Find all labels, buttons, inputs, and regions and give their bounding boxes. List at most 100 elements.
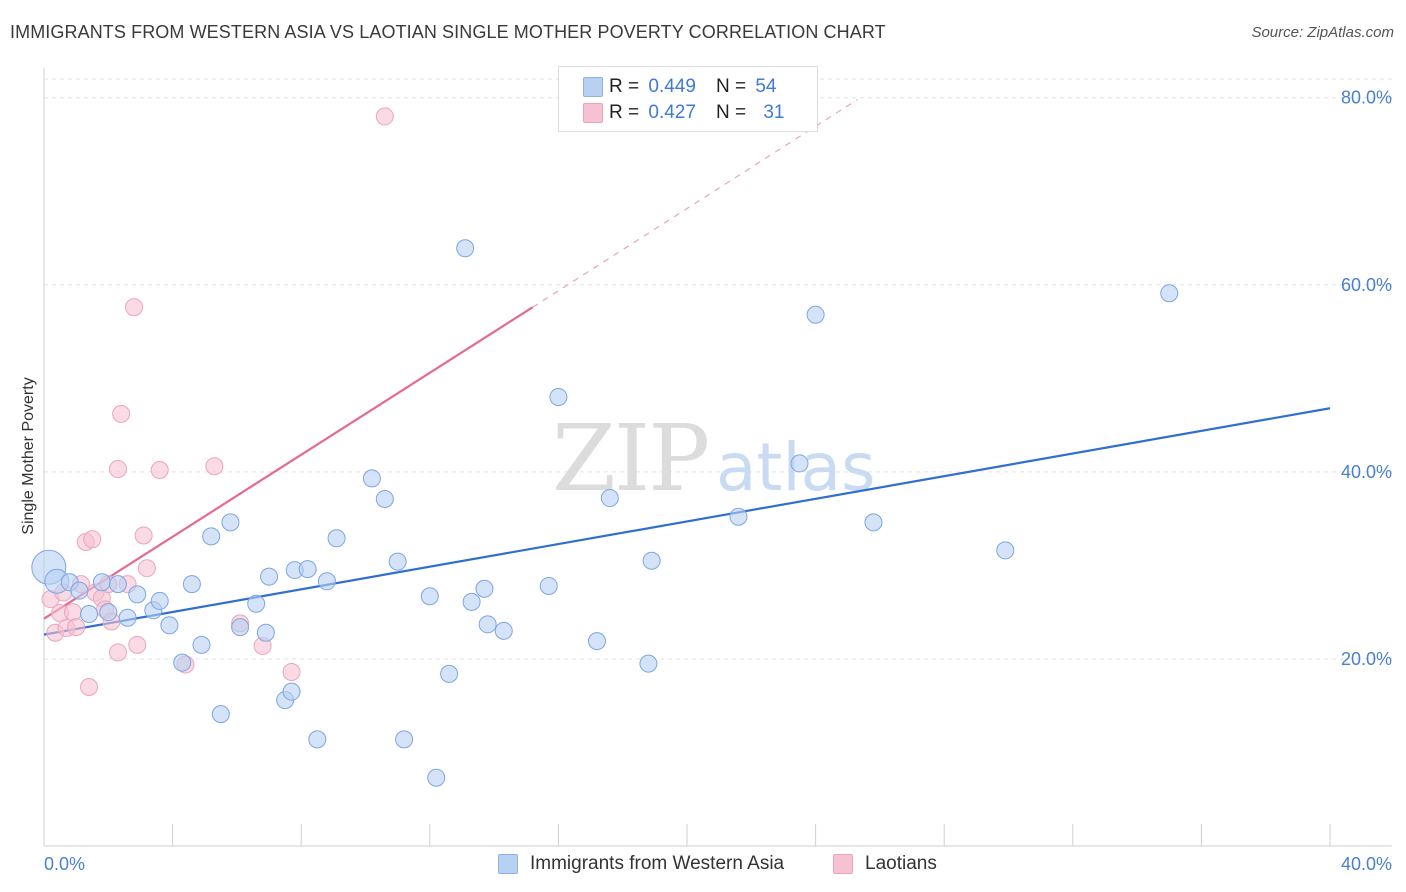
legend-r-label: R = bbox=[609, 76, 640, 97]
legend-swatch-blue bbox=[583, 77, 603, 97]
data-point-western-asia bbox=[317, 572, 336, 591]
data-point-western-asia bbox=[475, 579, 494, 598]
legend-r-value: 0.449 bbox=[648, 76, 696, 97]
data-point-western-asia bbox=[173, 653, 192, 672]
correlation-legend: R = 0.449 N = 54 R = 0.427 N = 31 bbox=[558, 66, 818, 132]
data-point-western-asia bbox=[282, 682, 301, 701]
data-point-western-asia bbox=[256, 623, 275, 642]
data-point-laotians bbox=[67, 618, 86, 637]
data-point-western-asia bbox=[192, 635, 211, 654]
data-point-laotians bbox=[282, 663, 301, 682]
data-point-western-asia bbox=[211, 705, 230, 724]
data-point-laotians bbox=[137, 559, 156, 578]
y-tick-label: 60.0% bbox=[1341, 275, 1392, 295]
data-point-western-asia bbox=[427, 768, 446, 787]
data-point-laotians bbox=[83, 530, 102, 549]
y-tick-label: 40.0% bbox=[1341, 462, 1392, 482]
data-point-western-asia bbox=[395, 730, 414, 749]
data-point-western-asia bbox=[639, 654, 658, 673]
data-point-laotians bbox=[108, 460, 127, 479]
data-point-western-asia bbox=[150, 591, 169, 610]
data-point-western-asia bbox=[806, 305, 825, 324]
data-point-laotians bbox=[80, 677, 99, 696]
data-point-western-asia bbox=[99, 603, 118, 622]
x-tick-marks bbox=[43, 824, 1331, 846]
series-label-pink: Laotians bbox=[865, 853, 937, 874]
data-point-western-asia bbox=[539, 576, 558, 595]
data-point-western-asia bbox=[462, 592, 481, 611]
series-legend-pink: Laotians bbox=[833, 851, 937, 877]
gridlines bbox=[44, 78, 1392, 660]
data-point-western-asia bbox=[729, 507, 748, 526]
trend-line-laotians bbox=[43, 306, 534, 620]
data-point-western-asia bbox=[182, 575, 201, 594]
data-point-laotians bbox=[63, 603, 82, 622]
series-swatch-pink bbox=[833, 854, 853, 874]
series-swatch-blue bbox=[498, 854, 518, 874]
data-point-western-asia bbox=[456, 239, 475, 258]
x-tick-label-max: 40.0% bbox=[1341, 854, 1392, 874]
legend-r-value: 0.427 bbox=[648, 102, 696, 123]
data-point-western-asia bbox=[298, 560, 317, 579]
data-point-western-asia bbox=[260, 567, 279, 586]
data-point-laotians bbox=[112, 404, 131, 423]
data-point-western-asia bbox=[642, 551, 661, 570]
data-point-western-asia bbox=[160, 616, 179, 635]
data-point-laotians bbox=[128, 635, 147, 654]
data-point-western-asia bbox=[388, 552, 407, 571]
data-point-western-asia bbox=[327, 529, 346, 548]
data-point-western-asia bbox=[478, 615, 497, 634]
data-point-western-asia bbox=[202, 527, 221, 546]
data-point-western-asia bbox=[70, 581, 89, 600]
data-point-western-asia bbox=[549, 388, 568, 407]
data-point-western-asia bbox=[362, 469, 381, 488]
data-point-western-asia bbox=[108, 575, 127, 594]
legend-row-pink: R = 0.427 N = 31 bbox=[583, 100, 785, 126]
data-point-western-asia bbox=[494, 621, 513, 640]
legend-n-label: N = bbox=[715, 76, 747, 97]
data-point-western-asia bbox=[231, 618, 250, 637]
data-point-western-asia bbox=[118, 608, 137, 627]
data-point-western-asia bbox=[92, 573, 111, 592]
x-tick-label-min: 0.0% bbox=[44, 854, 85, 874]
data-point-western-asia bbox=[790, 454, 809, 473]
trend-lines bbox=[43, 99, 1331, 636]
legend-row-blue: R = 0.449 N = 54 bbox=[583, 74, 777, 100]
source-label: Source: ZipAtlas.com bbox=[1251, 24, 1394, 41]
y-tick-labels: 20.0% 40.0% 60.0% 80.0% bbox=[1341, 88, 1392, 669]
data-point-western-asia bbox=[600, 489, 619, 508]
data-point-western-asia bbox=[80, 605, 99, 624]
legend-n-value: 54 bbox=[755, 76, 777, 97]
data-point-western-asia bbox=[440, 664, 459, 683]
y-tick-label: 20.0% bbox=[1341, 649, 1392, 669]
data-point-western-asia bbox=[221, 513, 240, 532]
data-point-western-asia bbox=[375, 489, 394, 508]
watermark-zip: ZIP bbox=[552, 405, 708, 512]
legend-swatch-pink bbox=[583, 103, 603, 123]
chart-title: IMMIGRANTS FROM WESTERN ASIA VS LAOTIAN … bbox=[10, 22, 886, 42]
series-label-blue: Immigrants from Western Asia bbox=[530, 853, 785, 874]
data-point-western-asia bbox=[996, 541, 1015, 560]
legend-r-label: R = bbox=[609, 102, 640, 123]
data-point-laotians bbox=[205, 457, 224, 476]
data-point-western-asia bbox=[308, 730, 327, 749]
data-point-western-asia bbox=[420, 587, 439, 606]
legend-n-label: N = bbox=[715, 102, 747, 123]
watermark: ZIP atlas bbox=[552, 405, 876, 512]
y-axis-label: Single Mother Poverty bbox=[20, 377, 37, 534]
y-tick-label: 80.0% bbox=[1341, 88, 1392, 108]
axes bbox=[43, 68, 1392, 847]
data-point-western-asia bbox=[1160, 284, 1179, 303]
data-point-western-asia bbox=[587, 632, 606, 651]
trend-line-laotians-extension bbox=[532, 99, 858, 308]
data-point-western-asia bbox=[864, 513, 883, 532]
data-point-western-asia bbox=[128, 585, 147, 604]
series-legend-blue: Immigrants from Western Asia bbox=[498, 851, 784, 877]
western-asia-points bbox=[31, 239, 1179, 787]
data-point-laotians bbox=[125, 298, 144, 317]
data-point-laotians bbox=[150, 460, 169, 479]
data-point-western-asia bbox=[247, 594, 266, 613]
data-point-laotians bbox=[375, 107, 394, 126]
legend-n-value: 31 bbox=[763, 102, 785, 123]
